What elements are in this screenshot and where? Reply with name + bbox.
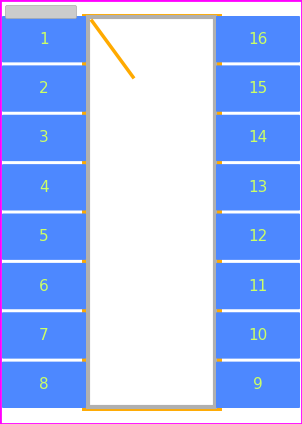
FancyBboxPatch shape	[2, 312, 86, 359]
FancyBboxPatch shape	[216, 16, 300, 62]
FancyBboxPatch shape	[2, 115, 86, 161]
FancyBboxPatch shape	[216, 164, 300, 210]
Text: 1: 1	[39, 32, 49, 47]
Text: 5: 5	[39, 229, 49, 244]
FancyBboxPatch shape	[216, 115, 300, 161]
FancyBboxPatch shape	[216, 362, 300, 408]
FancyBboxPatch shape	[2, 164, 86, 210]
FancyBboxPatch shape	[2, 65, 86, 112]
FancyBboxPatch shape	[2, 214, 86, 260]
Text: 8: 8	[39, 377, 49, 392]
FancyBboxPatch shape	[2, 16, 86, 62]
FancyBboxPatch shape	[216, 65, 300, 112]
FancyBboxPatch shape	[2, 263, 86, 309]
FancyBboxPatch shape	[216, 312, 300, 359]
Bar	[88, 17, 215, 407]
Text: 13: 13	[248, 180, 268, 195]
Text: 7: 7	[39, 328, 49, 343]
Text: 16: 16	[248, 32, 268, 47]
Text: 3: 3	[39, 131, 49, 145]
Text: 4: 4	[39, 180, 49, 195]
Text: 9: 9	[253, 377, 263, 392]
FancyBboxPatch shape	[5, 6, 76, 19]
Text: 2: 2	[39, 81, 49, 96]
Text: 6: 6	[39, 279, 49, 293]
Bar	[85, 17, 218, 407]
FancyBboxPatch shape	[216, 214, 300, 260]
Text: 11: 11	[248, 279, 268, 293]
Text: 10: 10	[248, 328, 268, 343]
Text: 15: 15	[248, 81, 268, 96]
FancyBboxPatch shape	[2, 362, 86, 408]
Text: 12: 12	[248, 229, 268, 244]
FancyBboxPatch shape	[216, 263, 300, 309]
Text: 14: 14	[248, 131, 268, 145]
